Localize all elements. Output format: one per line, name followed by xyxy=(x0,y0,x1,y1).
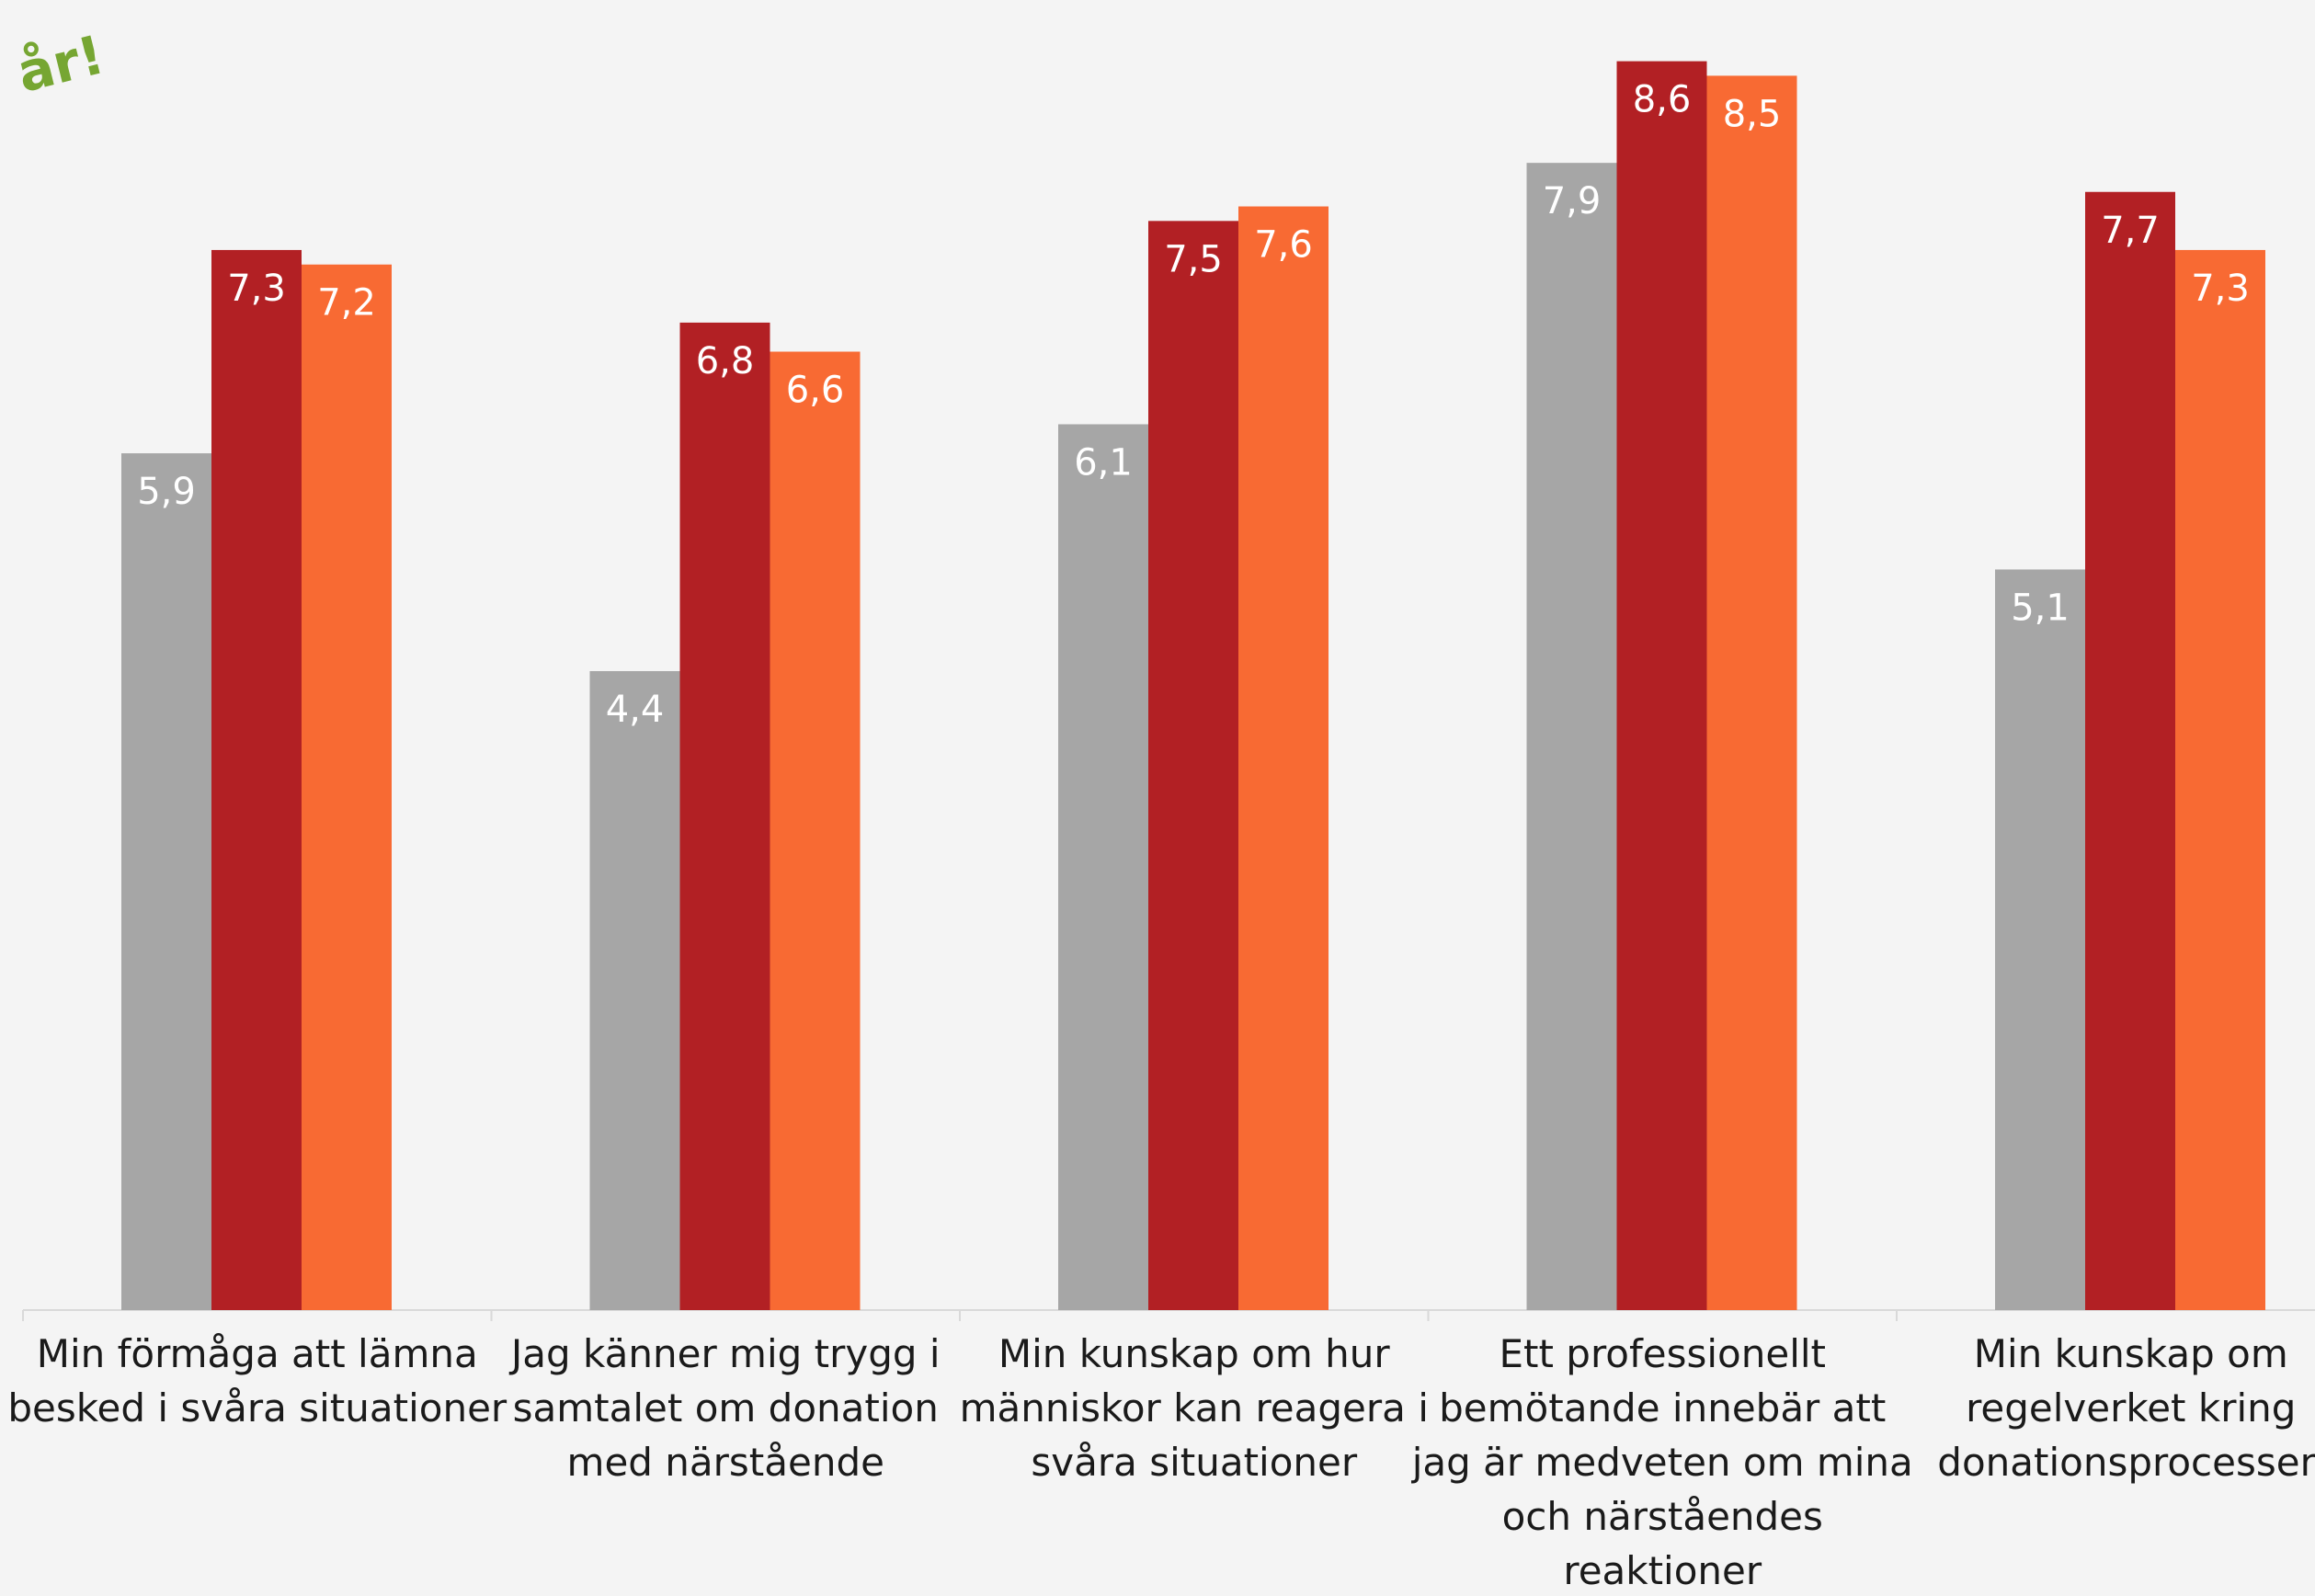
category-label: Min kunskap om regelverket kring donations… xyxy=(1937,1331,2315,1485)
data-label: 8,6 xyxy=(1633,79,1692,121)
category-label: Ett professionellt bemötande innebär att j… xyxy=(1411,1331,1913,1591)
bar xyxy=(770,351,861,1310)
bar xyxy=(1706,75,1797,1311)
data-label: 7,3 xyxy=(227,268,286,310)
bar xyxy=(1526,163,1617,1311)
data-label: 5,9 xyxy=(137,471,196,513)
bar xyxy=(1995,569,2085,1310)
bar xyxy=(589,671,680,1310)
data-label: 5,1 xyxy=(2011,587,2070,629)
bar xyxy=(2085,191,2175,1310)
data-label: 7,3 xyxy=(2191,268,2250,310)
bar xyxy=(2175,249,2265,1310)
bar xyxy=(302,264,392,1310)
bar xyxy=(1616,61,1707,1310)
category-label: Min förmåga att lämna besked i svåra situ… xyxy=(7,1331,507,1431)
data-label: 7,2 xyxy=(317,282,376,325)
data-label: 6,1 xyxy=(1074,441,1133,484)
bar xyxy=(211,249,302,1310)
bar xyxy=(1238,206,1329,1311)
data-label: 8,5 xyxy=(1723,93,1782,135)
data-label: 7,7 xyxy=(2101,210,2160,252)
bar xyxy=(1058,424,1148,1310)
bar xyxy=(1148,221,1238,1310)
bar xyxy=(121,453,211,1310)
data-label: 7,5 xyxy=(1164,238,1223,280)
category-label: Jag känner mig trygg i samtalet om donati… xyxy=(508,1331,941,1485)
bar xyxy=(679,322,770,1311)
data-label: 7,6 xyxy=(1254,224,1313,267)
data-label: 6,6 xyxy=(786,370,845,412)
category-label: Min kunskap om hur människor kan reagera … xyxy=(960,1331,1429,1485)
data-label: 6,8 xyxy=(696,340,755,382)
data-label: 4,4 xyxy=(606,689,665,731)
data-label: 7,9 xyxy=(1543,180,1602,222)
